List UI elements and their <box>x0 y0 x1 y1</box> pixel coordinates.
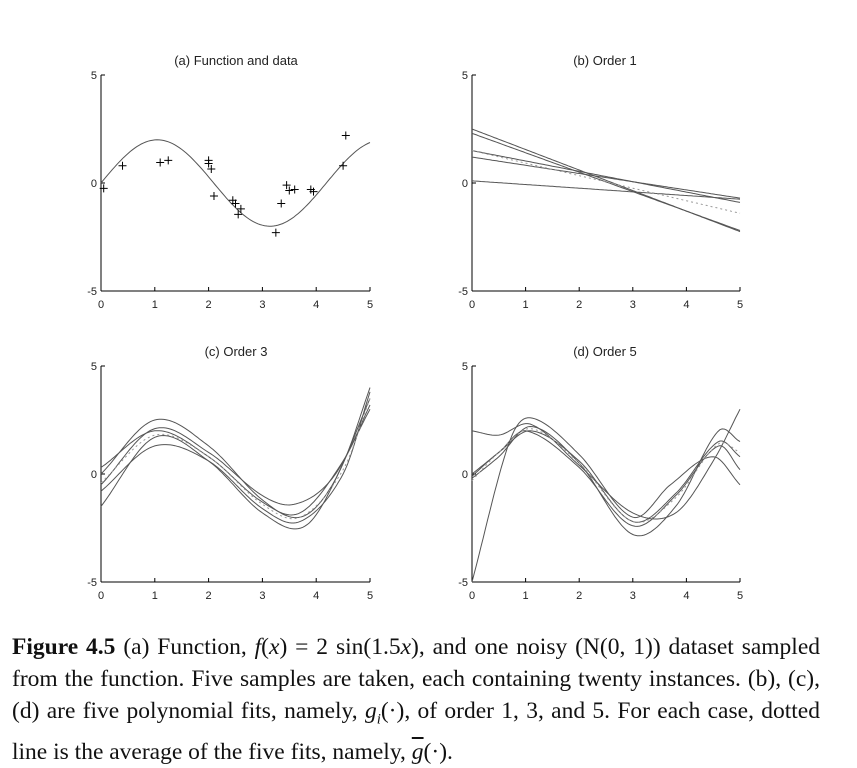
data-point-plus <box>341 131 350 140</box>
data-point-plus <box>271 228 280 237</box>
data-point-plus <box>209 191 218 200</box>
y-tick-label: -5 <box>87 577 97 589</box>
x-tick-label: 5 <box>737 299 743 311</box>
y-tick-label: -5 <box>458 577 468 589</box>
x-tick-label: 4 <box>683 299 689 311</box>
x-tick-label: 1 <box>523 590 529 602</box>
data-point-plus <box>234 210 243 219</box>
panel-b-order-1: (b) Order 1 0 1 2 3 4 5-505 <box>458 53 743 311</box>
fit-line <box>471 180 741 200</box>
x-tick-label: 1 <box>523 299 529 311</box>
panel-d-order-5: (d) Order 5 0 1 2 3 4 5-505 <box>458 344 743 602</box>
x-tick-label: 3 <box>630 590 636 602</box>
x-tick-label: 1 <box>152 590 158 602</box>
fit-line <box>471 156 741 199</box>
fit-line <box>100 408 371 506</box>
panel-d-title: (d) Order 5 <box>573 344 637 359</box>
x-tick-label: 3 <box>259 299 265 311</box>
y-tick-label: 0 <box>91 178 97 190</box>
data-point-plus <box>231 199 240 208</box>
data-point-plus <box>309 187 318 196</box>
fit-line <box>471 425 741 537</box>
x-tick-label: 2 <box>576 299 582 311</box>
average-fit-line <box>471 150 741 214</box>
true-function-line <box>100 139 371 227</box>
average-fit-line <box>471 428 741 523</box>
x-tick-label: 2 <box>576 590 582 602</box>
y-tick-label: 5 <box>462 70 468 82</box>
y-tick-label: 0 <box>91 469 97 481</box>
x-tick-label: 4 <box>683 590 689 602</box>
data-point-plus <box>236 204 245 213</box>
panel-b-title: (b) Order 1 <box>573 53 637 68</box>
x-tick-label: 5 <box>737 590 743 602</box>
x-tick-label: 0 <box>98 590 104 602</box>
y-tick-label: 0 <box>462 469 468 481</box>
figure-caption: Figure 4.5 (a) Function, f(x) = 2 sin(1.… <box>12 634 821 765</box>
fit-line <box>471 408 741 520</box>
fit-line <box>471 150 741 203</box>
x-tick-label: 5 <box>367 299 373 311</box>
caption-figure-label: Figure 4.5 <box>12 634 116 660</box>
fit-line <box>471 417 741 583</box>
data-point-plus <box>164 156 173 165</box>
average-fit-line <box>100 398 371 520</box>
x-tick-label: 2 <box>206 299 212 311</box>
data-point-plus <box>285 186 294 195</box>
panel-a-function-and-data: (a) Function and data 0 1 2 3 4 5-505 <box>87 53 373 311</box>
data-point-plus <box>118 161 127 170</box>
fit-line <box>100 404 371 516</box>
fit-line <box>471 132 741 231</box>
y-tick-label: 5 <box>91 70 97 82</box>
x-tick-label: 3 <box>259 590 265 602</box>
panel-c-title: (c) Order 3 <box>205 344 268 359</box>
x-tick-label: 5 <box>367 590 373 602</box>
data-point-plus <box>207 164 216 173</box>
x-tick-label: 0 <box>98 299 104 311</box>
x-tick-label: 3 <box>630 299 636 311</box>
x-tick-label: 1 <box>152 299 158 311</box>
y-tick-label: 5 <box>91 361 97 373</box>
fit-line <box>100 398 371 519</box>
x-tick-label: 4 <box>313 299 319 311</box>
data-point-plus <box>290 185 299 194</box>
x-tick-label: 2 <box>206 590 212 602</box>
x-tick-label: 4 <box>313 590 319 602</box>
data-point-plus <box>156 158 165 167</box>
fit-line <box>471 430 741 523</box>
fit-line <box>100 391 371 524</box>
data-point-plus <box>204 159 213 168</box>
x-tick-label: 0 <box>469 299 475 311</box>
y-tick-label: 0 <box>462 178 468 190</box>
y-tick-label: -5 <box>458 286 468 298</box>
y-tick-label: 5 <box>462 361 468 373</box>
fit-line <box>100 387 371 530</box>
data-point-plus <box>99 184 108 193</box>
data-point-plus <box>282 181 291 190</box>
figure: (a) Function and data 0 1 2 3 4 5-505 (b) Ord… <box>87 53 743 602</box>
panel-a-title: (a) Function and data <box>174 53 298 68</box>
y-tick-label: -5 <box>87 286 97 298</box>
fit-line <box>471 430 741 527</box>
data-point-plus <box>339 161 348 170</box>
x-tick-label: 0 <box>469 590 475 602</box>
panel-c-order-3: (c) Order 3 0 1 2 3 4 5-505 <box>87 344 373 602</box>
data-point-plus <box>277 199 286 208</box>
